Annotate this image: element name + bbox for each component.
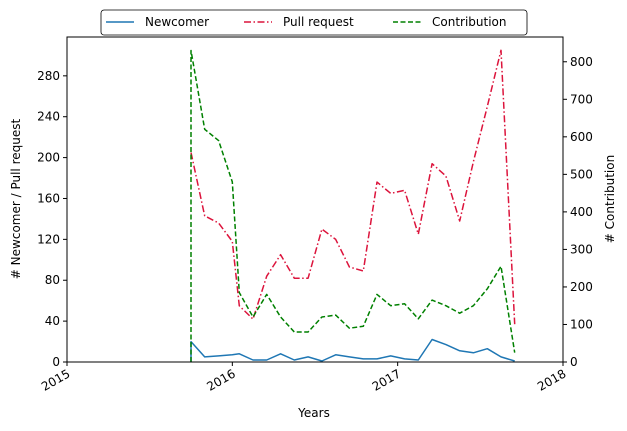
right-y-tick-label: 300 <box>570 242 593 256</box>
left-y-tick-label: 80 <box>45 273 60 287</box>
legend-label-newcomer: Newcomer <box>145 15 209 29</box>
left-y-tick-label: 240 <box>37 110 60 124</box>
left-y-tick-label: 200 <box>37 151 60 165</box>
right-y-tick-label: 0 <box>570 355 578 369</box>
axes-frame <box>66 36 564 363</box>
right-y-tick-label: 200 <box>570 280 593 294</box>
legend-label-contribution: Contribution <box>432 15 507 29</box>
left-y-tick-label: 160 <box>37 191 60 205</box>
left-y-axis-ticks: 0 40 80 120 160 200 240 280 <box>37 69 67 369</box>
left-y-tick-label: 120 <box>37 232 60 246</box>
x-tick-label: 2015 <box>39 366 72 393</box>
x-tick-label: 2018 <box>535 366 568 393</box>
right-y-tick-label: 100 <box>570 317 593 331</box>
right-y-tick-label: 600 <box>570 130 593 144</box>
x-axis-ticks: 2015 2016 2017 2018 <box>39 362 569 394</box>
right-y-axis-label: # Contribution <box>603 155 617 243</box>
left-y-tick-label: 40 <box>45 314 60 328</box>
series-line-contribution <box>190 49 516 362</box>
left-y-axis-label: # Newcomer / Pull request <box>9 119 23 280</box>
axes-layer <box>66 36 564 363</box>
series-line-pull-request <box>190 49 516 325</box>
right-y-tick-label: 400 <box>570 205 593 219</box>
legend-label-pull-request: Pull request <box>283 15 354 29</box>
left-y-tick-label: 0 <box>52 355 60 369</box>
x-axis-label: Years <box>297 406 330 420</box>
right-y-axis-ticks: 0 100 200 300 400 500 600 700 800 <box>563 55 593 369</box>
series-line-newcomer <box>190 338 515 362</box>
right-y-tick-label: 800 <box>570 55 593 69</box>
right-y-tick-label: 500 <box>570 167 593 181</box>
x-tick-label: 2017 <box>370 366 403 393</box>
series-layer <box>190 49 516 362</box>
legend-box <box>100 9 528 36</box>
right-y-tick-label: 700 <box>570 92 593 106</box>
x-tick-label: 2016 <box>204 366 237 393</box>
left-y-tick-label: 280 <box>37 69 60 83</box>
legend: Newcomer Pull request Contribution <box>100 9 528 36</box>
